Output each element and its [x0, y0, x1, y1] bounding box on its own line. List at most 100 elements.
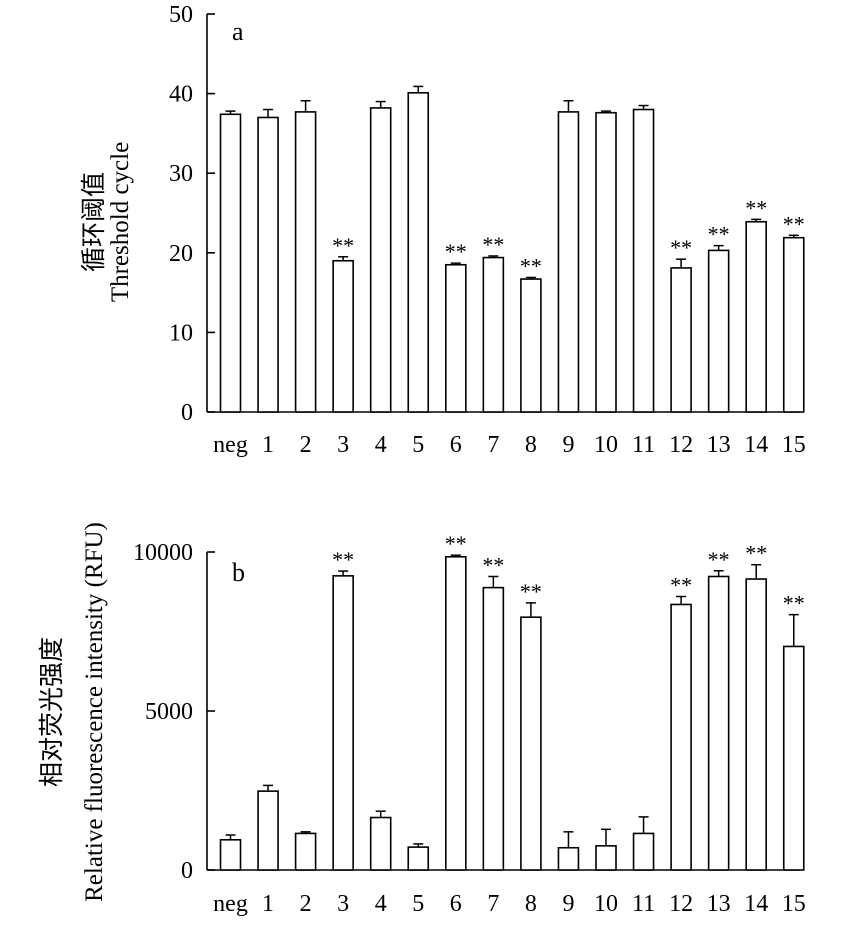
panel-b-x-tick-label-8: 8: [525, 891, 537, 917]
panel-b-error-bar-2: [300, 831, 311, 834]
panel-b-error-bar-7: [488, 575, 499, 588]
panel-a-significance-8: **: [520, 253, 542, 278]
panel-a-bar-neg: [219, 113, 242, 413]
panel-a-error-bar-13: [713, 244, 724, 251]
panel-b-y-tick-label: 0: [181, 858, 193, 884]
panel-b-x-tick-label-4: 4: [375, 891, 387, 917]
panel-b-bar-11: [632, 832, 655, 871]
panel-b-x-tick-label-neg: neg: [213, 891, 248, 917]
panel-a-bar-8: [520, 278, 542, 413]
panel-b-x-tick-label-3: 3: [337, 891, 349, 917]
panel-b-x-tick-label-11: 11: [632, 891, 655, 917]
panel-a-error-bar-6: [450, 262, 461, 265]
panel-b-x-tick-label-14: 14: [744, 891, 768, 917]
panel-a-y-tick-label: 10: [169, 320, 193, 346]
panel-b-error-bar-15: [788, 613, 799, 647]
panel-a-x-tick-label-5: 5: [412, 432, 424, 458]
panel-b-label: b: [232, 558, 245, 587]
panel-b-error-bar-1: [263, 784, 274, 792]
panel-a-bar-1: [257, 116, 279, 413]
panel-a-x-tick-label-13: 13: [707, 432, 731, 458]
panel-b-error-bar-neg: [225, 834, 236, 840]
panel-b-x-tick-label-13: 13: [707, 891, 731, 917]
panel-a-significance-12: **: [670, 235, 692, 260]
panel-a-bar-7: [482, 256, 505, 413]
panel-a-error-bar-5: [413, 85, 424, 93]
panel-b-bar-8: [520, 616, 542, 871]
panel-a-significance-14: **: [745, 195, 767, 220]
panel-b-bar-15: [782, 645, 805, 871]
panel-a-x-tick-label-10: 10: [594, 432, 618, 458]
panel-a-x-tick-label-9: 9: [562, 432, 574, 458]
panel-a-error-bar-neg: [225, 110, 236, 115]
panel-b-ylabel-cn: 相对荧光强度: [38, 637, 66, 787]
panel-b-ylabel: Relative fluorescence intensity (RFU): [81, 522, 108, 902]
panel-b-significance-3: **: [332, 547, 354, 572]
panel-a-x-tick-label-4: 4: [375, 432, 387, 458]
panel-b-y-tick-label: 10000: [133, 540, 193, 566]
panel-b-error-bar-13: [713, 570, 724, 577]
panel-a-ylabel-cn: 循环阈值: [80, 172, 108, 272]
panel-a-x-tick-label-12: 12: [669, 432, 693, 458]
panel-a-y-tick-label: 40: [169, 82, 193, 108]
panel-b-bar-1: [257, 790, 279, 871]
panel-a-error-bar-10: [601, 110, 611, 113]
panel-b-bar-6: [444, 555, 467, 871]
panel-b-significance-8: **: [520, 579, 542, 604]
panel-b-significance-14: **: [745, 541, 767, 566]
panel-b-error-bar-12: [676, 595, 687, 605]
panel-b-bar-2: [294, 832, 317, 871]
panel-a-bar-11: [632, 108, 655, 413]
panel-b-x-tick-label-7: 7: [487, 891, 499, 917]
panel-a-error-bar-3: [338, 256, 349, 261]
panel-b-bar-14: [745, 578, 768, 871]
panel-a-label: a: [232, 17, 244, 46]
panel-a-error-bar-1: [263, 108, 274, 118]
panel-b-x-tick-label-12: 12: [669, 891, 693, 917]
panel-b-bar-4: [369, 816, 392, 871]
panel-a-x-tick-label-2: 2: [300, 432, 312, 458]
panel-a-bar-13: [707, 249, 730, 413]
panel-b-bar-5: [407, 846, 430, 871]
panel-a-y-tick-label: 30: [169, 161, 193, 187]
panel-b-x-tick-label-15: 15: [782, 891, 806, 917]
panel-b-error-bar-9: [563, 831, 574, 848]
panel-a-significance-7: **: [482, 232, 504, 257]
panel-b-error-bar-8: [525, 602, 536, 618]
panel-a-x-tick-label-neg: neg: [213, 432, 248, 458]
panel-b-x-tick-label-9: 9: [562, 891, 574, 917]
panel-a-x-tick-label-7: 7: [487, 432, 499, 458]
panel-b-error-bar-3: [338, 570, 349, 576]
panel-a-error-bar-12: [676, 258, 687, 268]
panel-a-error-bar-7: [488, 255, 499, 258]
panel-b-error-bar-14: [751, 563, 762, 580]
panel-b-significance-15: **: [783, 591, 805, 616]
panel-a-ylabel: Threshold cycle: [107, 142, 134, 302]
panel-a-x-tick-label-8: 8: [525, 432, 537, 458]
panel-a-y-tick-label: 50: [169, 2, 193, 28]
panel-a-error-bar-8: [525, 276, 536, 280]
panel-b-x-tick-label-1: 1: [262, 891, 274, 917]
panel-b-bar-neg: [219, 838, 242, 871]
panel-a-error-bar-15: [788, 234, 799, 238]
panel-a-significance-3: **: [332, 233, 354, 258]
panel-a-x-tick-label-3: 3: [337, 432, 349, 458]
panel-b-y-tick-label: 5000: [145, 699, 193, 725]
panel-b-significance-6: **: [445, 531, 467, 556]
panel-b-significance-13: **: [708, 547, 730, 572]
panel-b-bar-13: [707, 575, 730, 871]
panel-a-bar-5: [407, 92, 430, 413]
panel-a-error-bar-9: [563, 100, 574, 112]
panel-b-error-bar-6: [450, 554, 461, 557]
panel-b-x-tick-label-2: 2: [300, 891, 312, 917]
panel-a-bar-10: [595, 111, 617, 413]
panel-a-bar-6: [444, 263, 467, 413]
panel-a-significance-15: **: [783, 211, 805, 236]
panel-a-significance-6: **: [445, 239, 467, 264]
panel-b-significance-7: **: [482, 552, 504, 577]
panel-a-x-tick-label-14: 14: [744, 432, 768, 458]
panel-b-error-bar-5: [413, 843, 424, 848]
panel-a-y-tick-label: 20: [169, 241, 193, 267]
panel-a-threshold-cycle-chart: 循环阈值 Threshold cycle a 0 10 20 30 40 50 neg 1 2 *…: [80, 2, 806, 458]
